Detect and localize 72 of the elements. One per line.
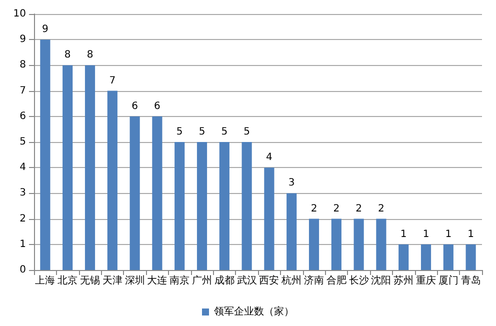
x-tick-label: 合肥 <box>326 274 346 286</box>
x-tick-label: 广州 <box>192 274 212 286</box>
data-label: 2 <box>333 203 340 214</box>
bar <box>443 244 454 270</box>
x-tick-label: 青岛 <box>460 274 481 286</box>
x-tick-label: 上海 <box>35 274 56 286</box>
y-tick-label: 6 <box>20 110 26 122</box>
data-label: 3 <box>288 178 295 189</box>
bar <box>398 244 409 270</box>
bar <box>152 116 162 270</box>
data-label: 9 <box>42 24 48 36</box>
bar <box>219 142 230 270</box>
bar <box>331 218 342 270</box>
bar <box>242 142 252 270</box>
bar <box>308 218 320 270</box>
data-label: 2 <box>378 203 384 214</box>
data-label: 2 <box>356 203 362 214</box>
bar <box>420 244 432 270</box>
x-tick-label: 大连 <box>147 274 168 286</box>
data-label: 1 <box>445 228 452 240</box>
bar <box>40 40 50 270</box>
x-tick-label: 深圳 <box>124 274 145 286</box>
x-tick-label: 北京 <box>58 274 78 286</box>
bar <box>286 193 297 270</box>
x-tick-label: 无锡 <box>80 276 100 286</box>
y-tick-label: 7 <box>20 85 26 96</box>
x-tick-label: 长沙 <box>348 274 369 286</box>
data-label: 2 <box>310 203 318 214</box>
bar <box>376 218 386 270</box>
data-label: 5 <box>198 126 206 138</box>
x-tick-label: 杭州 <box>280 274 302 286</box>
x-tick-label: 南京 <box>170 274 190 286</box>
x-tick-label: 苏州 <box>394 274 414 286</box>
bar <box>84 65 96 270</box>
data-label: 6 <box>154 100 160 112</box>
y-tick-label: 4 <box>20 162 26 174</box>
bar <box>264 168 274 270</box>
bar <box>466 244 476 270</box>
y-tick-label: 2 <box>20 213 26 224</box>
data-label: 5 <box>244 126 250 138</box>
y-tick-label: 5 <box>20 136 26 148</box>
data-label: 8 <box>64 50 71 61</box>
data-label: 7 <box>109 75 116 86</box>
y-tick-label: 10 <box>13 8 26 20</box>
data-label: 4 <box>266 152 272 164</box>
y-tick-label: 0 <box>20 264 26 276</box>
x-tick-label: 济南 <box>304 274 324 286</box>
data-label: 1 <box>400 228 407 240</box>
data-label: 5 <box>176 126 183 138</box>
bar <box>130 116 140 270</box>
y-tick-label: 3 <box>20 188 26 199</box>
bar <box>354 218 364 270</box>
x-tick-label: 成都 <box>214 274 234 286</box>
x-tick-label: 天津 <box>102 274 122 286</box>
x-tick-label: 武汉 <box>236 274 257 286</box>
x-tick-label: 重庆 <box>416 274 436 286</box>
bar <box>174 142 185 270</box>
data-label: 1 <box>422 228 430 240</box>
bar <box>62 65 73 270</box>
data-label: 8 <box>86 50 94 61</box>
bar <box>107 90 118 270</box>
y-tick-label: 8 <box>20 60 26 71</box>
y-tick-label: 9 <box>20 34 26 46</box>
x-tick-label: 厦门 <box>438 274 458 286</box>
x-tick-label: 沈阳 <box>371 274 392 286</box>
data-label: 5 <box>221 126 228 138</box>
data-label: 1 <box>468 228 474 240</box>
x-tick-label: 西安 <box>259 274 280 286</box>
y-tick-label: 1 <box>20 238 26 250</box>
legend-label: 领军企业数（家） <box>214 306 294 318</box>
bar <box>196 142 208 270</box>
data-label: 6 <box>132 100 138 112</box>
